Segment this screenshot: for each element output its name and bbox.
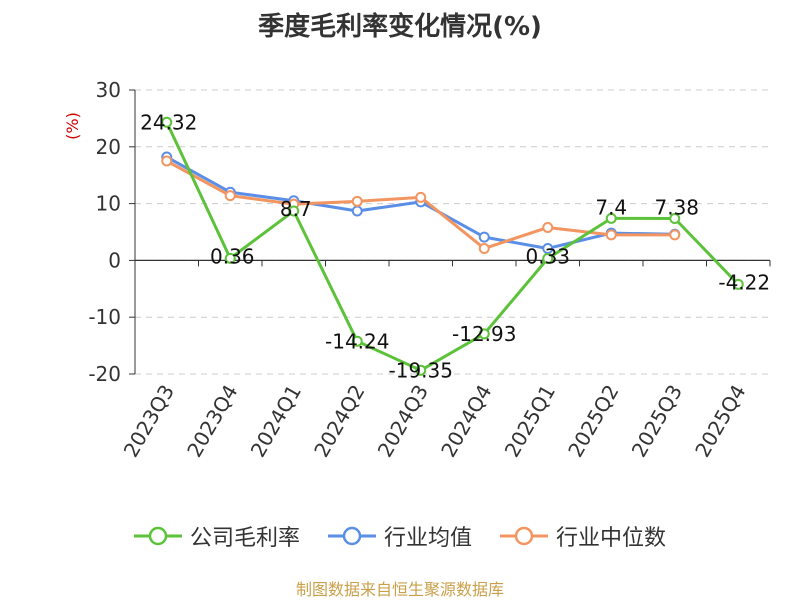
- data-point: [669, 212, 681, 224]
- data-point: [224, 252, 236, 264]
- y-tick-label: 10: [96, 192, 121, 216]
- x-tick-label: 2025Q2: [563, 381, 623, 462]
- data-label: 0.36: [210, 244, 255, 268]
- legend-item[interactable]: 公司毛利率: [133, 520, 300, 552]
- series-line: [165, 121, 740, 372]
- x-tick-label: 2023Q4: [182, 381, 242, 462]
- data-point: [542, 242, 554, 254]
- x-tick-label: 2024Q4: [436, 381, 496, 462]
- data-point: [732, 278, 744, 290]
- data-label: -14.24: [325, 329, 389, 353]
- data-point: [542, 221, 554, 233]
- y-tick-label: -10: [88, 305, 121, 329]
- data-label: 0.33: [525, 245, 570, 269]
- x-tick-label: 2024Q2: [309, 381, 369, 462]
- data-point: [478, 231, 490, 243]
- y-tick-label: 20: [96, 135, 121, 159]
- data-label: -4.22: [718, 270, 770, 294]
- x-tick-label: 2025Q1: [500, 381, 560, 462]
- data-label: -12.93: [452, 322, 516, 346]
- data-label: 7.38: [654, 195, 699, 219]
- data-label: 8.7: [280, 197, 312, 221]
- data-point: [478, 242, 490, 254]
- x-tick-label: 2023Q3: [119, 381, 179, 462]
- legend-item[interactable]: 行业均值: [327, 520, 472, 552]
- source-note: 制图数据来自恒生聚源数据库: [295, 580, 504, 599]
- data-point: [605, 212, 617, 224]
- legend-swatch: [133, 526, 182, 546]
- legend-label: 行业均值: [383, 526, 472, 551]
- legend: 公司毛利率 行业均值 行业中位数: [0, 520, 800, 552]
- series-layer: [161, 116, 744, 376]
- legend-swatch: [327, 526, 376, 546]
- data-point: [669, 229, 681, 241]
- legend-label: 行业中位数: [556, 526, 667, 551]
- x-tick-label: 2025Q4: [690, 381, 750, 462]
- x-tick-label: 2024Q3: [373, 381, 433, 462]
- data-point: [288, 205, 300, 217]
- data-point: [542, 253, 554, 265]
- data-point: [161, 116, 173, 128]
- x-tick-label: 2025Q3: [627, 381, 687, 462]
- data-point: [415, 364, 427, 376]
- chart-title: 季度毛利率变化情况(%): [258, 12, 542, 42]
- legend-label: 公司毛利率: [189, 526, 300, 551]
- data-point: [605, 229, 617, 241]
- data-labels: 24.32 0.36 8.7 -14.24-19.35 -12.93 0.33 7.4 7.3…: [140, 110, 770, 382]
- data-point: [415, 191, 427, 203]
- data-label: 24.32: [140, 110, 197, 134]
- legend-item[interactable]: 行业中位数: [500, 520, 666, 552]
- data-point: [351, 335, 363, 347]
- data-point: [351, 205, 363, 217]
- legend-swatch: [500, 526, 548, 546]
- x-tick-label: 2024Q1: [246, 381, 306, 462]
- data-point: [478, 328, 490, 340]
- y-tick-label: -20: [88, 362, 121, 386]
- data-point: [161, 155, 173, 167]
- data-label: 7.4: [595, 195, 627, 219]
- data-point: [351, 195, 363, 207]
- y-tick-label: 0: [108, 248, 121, 272]
- y-axis-label: (%): [63, 112, 82, 140]
- data-label: -19.35: [389, 358, 453, 382]
- data-point: [224, 190, 236, 202]
- y-tick-label: 30: [96, 78, 121, 102]
